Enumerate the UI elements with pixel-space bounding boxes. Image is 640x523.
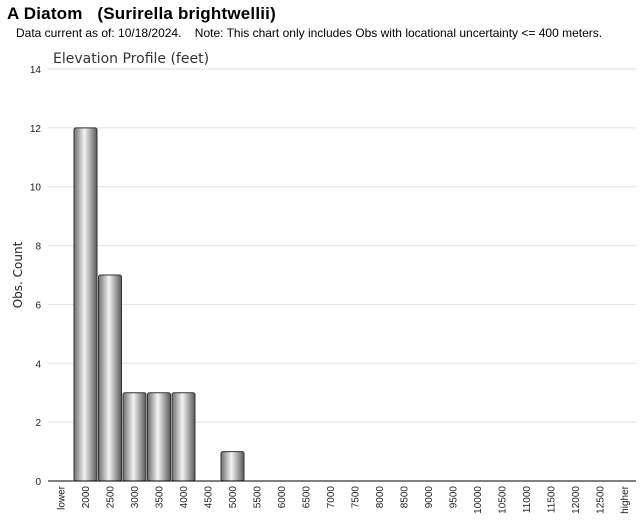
bars <box>73 127 245 482</box>
x-tick-label: 7000 <box>326 486 337 509</box>
y-tick-label: 14 <box>30 65 42 76</box>
x-tick-label: 4000 <box>179 486 190 509</box>
bar-2000[interactable] <box>73 127 98 482</box>
x-tick-label: 3500 <box>155 486 166 509</box>
y-tick-label: 6 <box>35 300 41 311</box>
y-tick-label: 4 <box>35 359 41 370</box>
y-tick-label: 12 <box>30 124 42 135</box>
bar-2500[interactable] <box>98 274 122 482</box>
bar-3000[interactable] <box>122 392 147 482</box>
x-tick-label: 10500 <box>498 486 509 514</box>
x-tick-label: 4500 <box>204 486 215 509</box>
x-tick-label: 5500 <box>253 486 264 509</box>
page-title: A Diatom (Surirella brightwellii) <box>7 4 276 23</box>
x-tick-label: 8000 <box>375 486 386 509</box>
x-tick-label: lower <box>57 485 68 510</box>
x-tick-label: 8500 <box>400 486 411 509</box>
x-tick-label: 2000 <box>81 486 92 509</box>
x-tick-label: 6500 <box>302 486 313 509</box>
x-tick-label: 12500 <box>596 486 607 514</box>
chart-title: Elevation Profile (feet) <box>53 51 209 67</box>
x-tick-label: 3000 <box>130 486 141 509</box>
x-tick-label: 9000 <box>424 486 435 509</box>
x-tick-label: 2500 <box>106 486 117 509</box>
x-tick-label: 6000 <box>277 486 288 509</box>
y-tick-label: 8 <box>35 242 41 253</box>
x-axis-ticks: lower 2000 2500 3000 3500 4000 4500 5000 5500 600… <box>57 485 632 513</box>
y-tick-label: 10 <box>30 183 42 194</box>
bar-5000[interactable] <box>220 451 245 482</box>
x-tick-label: 10000 <box>473 486 484 514</box>
grid-lines <box>48 68 636 423</box>
y-tick-label: 2 <box>35 418 41 429</box>
x-tick-label: 11000 <box>522 486 533 514</box>
y-axis-label: Obs. Count <box>11 241 25 308</box>
x-tick-label: 7500 <box>351 486 362 509</box>
x-tick-label: 12000 <box>571 486 582 514</box>
x-tick-label: 9500 <box>449 486 460 509</box>
bar-4000[interactable] <box>171 392 196 482</box>
y-axis-ticks: 0 2 4 6 8 10 12 14 <box>30 65 42 488</box>
bar-3500[interactable] <box>147 392 171 482</box>
x-tick-label: higher <box>620 485 631 513</box>
y-tick-label: 0 <box>35 477 41 488</box>
data-note: Data current as of: 10/18/2024. Note: Th… <box>16 26 603 40</box>
x-tick-label: 11500 <box>547 486 558 514</box>
x-tick-label: 5000 <box>228 486 239 509</box>
